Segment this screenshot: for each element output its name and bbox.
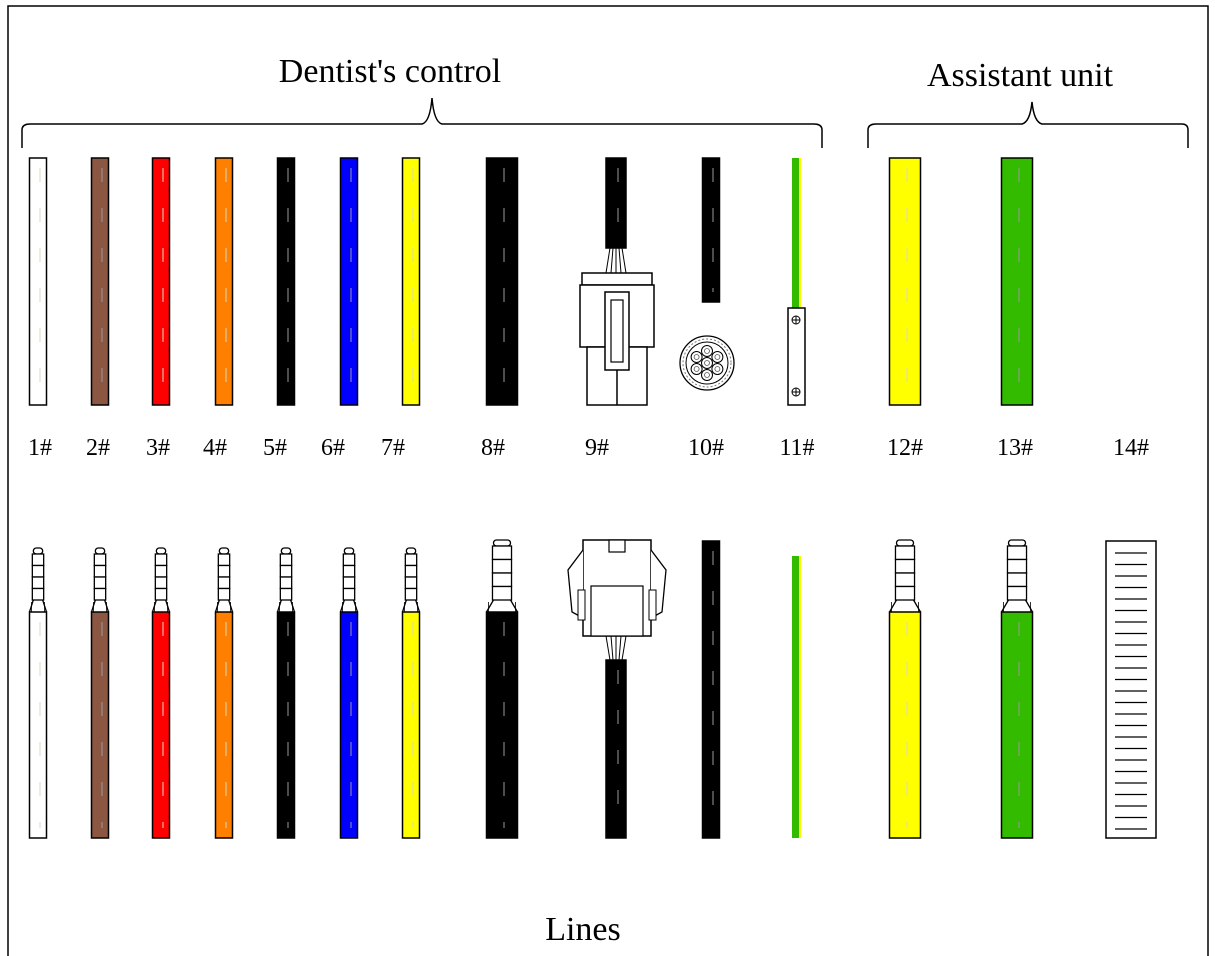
line-2-upper-end [90,157,110,406]
line-7-number-label: 7# [381,435,405,461]
line-9-number-label: 9# [585,435,609,461]
line-8-lower-wire [485,611,519,839]
line-2-upper-wire [90,157,110,406]
line-7-upper-end [401,157,421,406]
line-13-number-label: 13# [997,435,1033,461]
line-11-number-label: 11# [779,435,814,461]
line-3-upper-wire [151,157,171,406]
line-9-lower-cable [605,659,627,839]
line-11-lower-end [792,556,801,838]
assistant-unit-title: Assistant unit [927,57,1114,94]
line-13-terminal [1000,539,1034,613]
line-4-terminal [214,547,234,613]
outer-frame [7,5,1209,956]
line-12-number-label: 12# [887,435,923,461]
line-5-number-label: 5# [263,435,287,461]
line-12-terminal [888,539,922,613]
line-6-terminal [339,547,359,613]
line-13-lower-end [1000,539,1034,839]
line-4-upper-end [214,157,234,406]
line-10-number-label: 10# [688,435,724,461]
line-12-lower-wire [888,611,922,839]
line-5-lower-end [276,547,296,839]
line-8-upper-wire [485,157,519,406]
line-1-lower-wire [28,611,48,839]
line-8-number-label: 8# [481,435,505,461]
line-9-upper-cable [605,157,627,249]
dentist-control-title: Dentist's control [279,53,501,90]
line-12-upper-end [888,157,922,406]
line-13-lower-wire [1000,611,1034,839]
line-1-terminal [28,547,48,613]
line-1-number-label: 1# [28,435,52,461]
line-5-terminal [276,547,296,613]
line-10-cable-cross-section [679,335,735,391]
line-8-upper-end [485,157,519,406]
line-7-lower-wire [401,611,421,839]
number-row: 1# 2# 3# 4# 5# 6# 7# 8# 9# 10# 11# 12# 13# 14# [28,435,1149,461]
dentist-control-brace [21,97,823,148]
line-9-upper-end [579,157,655,406]
line-10-upper-end [679,157,735,391]
line-4-number-label: 4# [203,435,227,461]
line-2-lower-wire [90,611,110,839]
line-10-lower-cable [701,540,721,839]
line-7-terminal [401,547,421,613]
line-13-upper-end [1000,157,1034,406]
line-3-upper-end [151,157,171,406]
line-14-ribbon-cable [1105,540,1157,839]
line-14-number-label: 14# [1113,435,1149,461]
line-9-molex-plug [567,539,667,661]
line-4-upper-wire [214,157,234,406]
line-8-lower-end [485,539,519,839]
line-3-lower-end [151,547,171,839]
lines-caption: Lines [545,911,621,948]
line-12-lower-end [888,539,922,839]
line-3-lower-wire [151,611,171,839]
line-12-upper-wire [888,157,922,406]
upper-row [28,157,1034,406]
line-11-upper-end [787,158,806,406]
line-13-upper-wire [1000,157,1034,406]
line-1-lower-end [28,547,48,839]
lower-row [28,539,1157,839]
line-6-upper-wire [339,157,359,406]
line-10-upper-cable [701,157,721,303]
line-4-lower-wire [214,611,234,839]
line-4-lower-end [214,547,234,839]
line-6-lower-wire [339,611,359,839]
line-7-upper-wire [401,157,421,406]
line-2-lower-end [90,547,110,839]
line-7-lower-end [401,547,421,839]
line-5-lower-wire [276,611,296,839]
line-6-upper-end [339,157,359,406]
line-9-molex-connector [579,247,655,406]
line-9-lower-end [567,539,667,839]
line-3-terminal [151,547,171,613]
line-10-lower-end [701,540,721,839]
line-11-lower-wire [792,556,800,838]
line-2-terminal [90,547,110,613]
line-3-number-label: 3# [146,435,170,461]
line-11-ring-lug [787,307,806,406]
line-2-number-label: 2# [86,435,110,461]
assistant-unit-brace [867,101,1189,148]
line-11-upper-wire [792,158,800,308]
line-6-number-label: 6# [321,435,345,461]
line-6-lower-end [339,547,359,839]
line-1-upper-wire [28,157,48,406]
line-1-upper-end [28,157,48,406]
line-8-terminal [485,539,519,613]
line-5-upper-end [276,157,296,406]
line-14-lower-end [1105,540,1157,839]
line-5-upper-wire [276,157,296,406]
